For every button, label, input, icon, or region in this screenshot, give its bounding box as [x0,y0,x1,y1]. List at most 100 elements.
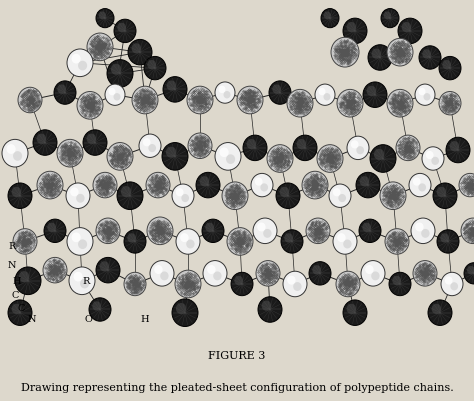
Circle shape [398,19,422,45]
Circle shape [359,220,381,243]
Circle shape [57,85,66,95]
Circle shape [87,134,96,144]
Circle shape [351,141,358,149]
Circle shape [111,65,121,76]
Circle shape [331,38,359,68]
Circle shape [323,94,330,101]
Circle shape [124,273,146,296]
Circle shape [392,276,401,286]
Circle shape [222,182,248,210]
Circle shape [54,82,76,105]
Circle shape [80,279,89,289]
Circle shape [57,140,83,168]
Circle shape [284,234,293,243]
Circle shape [371,272,380,281]
Circle shape [317,145,343,173]
Circle shape [409,174,431,197]
Circle shape [302,172,328,199]
Circle shape [347,137,369,160]
Circle shape [128,234,136,243]
Circle shape [202,220,224,243]
Circle shape [419,89,426,96]
Circle shape [47,223,56,233]
Circle shape [67,228,93,255]
Circle shape [267,145,293,173]
Text: O: O [85,314,93,323]
Circle shape [467,266,474,275]
Circle shape [69,267,95,295]
Circle shape [92,302,101,311]
Circle shape [180,233,189,243]
Circle shape [76,194,84,203]
Circle shape [461,219,474,244]
Circle shape [315,85,335,106]
Circle shape [374,150,384,160]
Circle shape [11,304,21,314]
Circle shape [231,273,253,296]
Circle shape [246,140,256,150]
Circle shape [415,223,424,232]
Circle shape [147,61,156,70]
Circle shape [413,178,420,186]
Circle shape [172,299,198,327]
Circle shape [182,194,189,203]
Circle shape [258,297,282,322]
Circle shape [333,188,340,197]
Circle shape [439,92,461,115]
Circle shape [117,182,143,210]
Circle shape [148,145,156,153]
Circle shape [196,173,220,198]
Circle shape [319,89,326,96]
Circle shape [72,233,81,243]
Circle shape [297,140,306,150]
Circle shape [200,177,209,187]
Text: Drawing representing the pleated-sheet configuration of polypeptide chains.: Drawing representing the pleated-sheet c… [21,382,453,392]
Circle shape [237,87,263,115]
Circle shape [441,273,463,296]
Circle shape [283,271,307,297]
Circle shape [100,261,109,272]
Circle shape [150,261,174,286]
Circle shape [433,184,457,209]
Circle shape [224,92,230,99]
Circle shape [96,219,120,244]
Circle shape [213,272,222,281]
Circle shape [368,46,392,71]
Circle shape [280,187,289,198]
Circle shape [172,184,194,208]
Circle shape [143,139,151,147]
Circle shape [440,234,449,243]
Circle shape [96,258,120,283]
Circle shape [329,184,351,208]
Circle shape [219,87,226,94]
Circle shape [437,187,446,198]
Circle shape [8,184,32,209]
Circle shape [450,142,459,152]
Circle shape [287,90,313,118]
Circle shape [362,223,371,233]
Circle shape [422,50,431,59]
Circle shape [215,143,241,171]
Text: R: R [82,277,90,286]
Circle shape [186,240,195,249]
Circle shape [423,94,430,101]
Circle shape [132,87,158,115]
Circle shape [107,61,133,88]
Text: C: C [12,290,19,300]
Circle shape [13,229,37,255]
Circle shape [176,303,186,314]
Circle shape [338,194,346,203]
Circle shape [251,174,273,197]
Circle shape [343,19,367,45]
Circle shape [439,57,461,81]
Circle shape [428,300,452,326]
Circle shape [132,44,141,54]
Circle shape [227,228,253,255]
Circle shape [11,187,21,198]
Circle shape [44,220,66,243]
Circle shape [8,300,32,326]
Circle shape [381,10,399,28]
Circle shape [413,261,437,286]
Circle shape [37,172,63,199]
Circle shape [411,219,435,244]
